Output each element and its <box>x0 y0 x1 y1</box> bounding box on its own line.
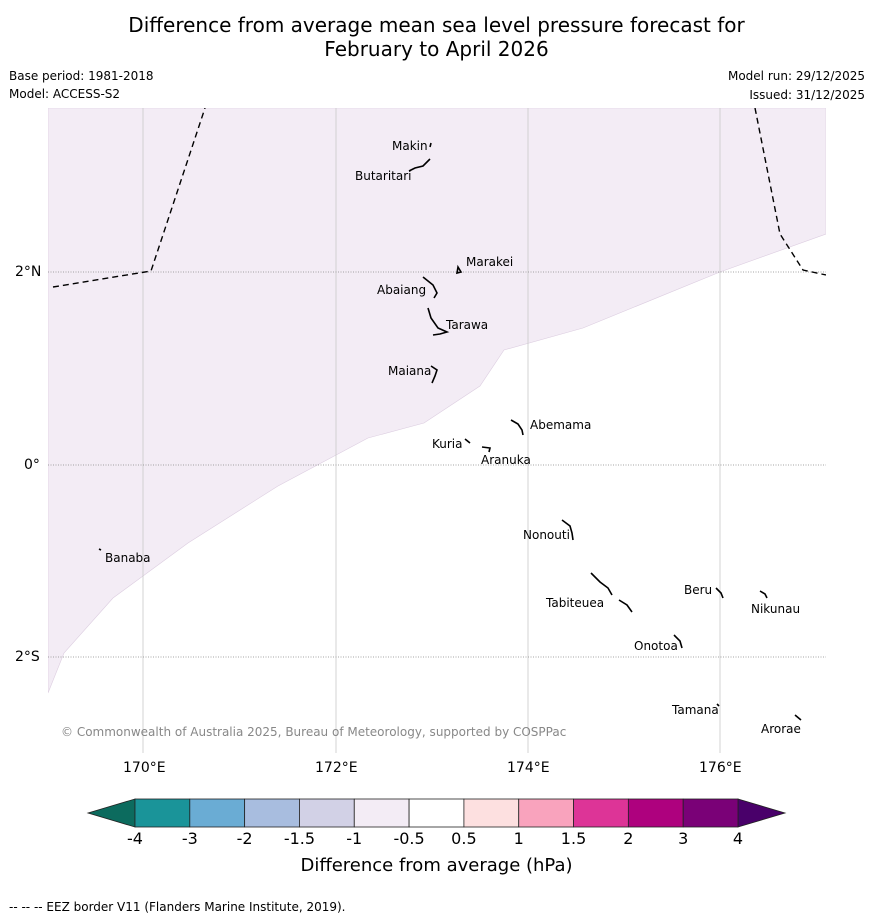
colorbar-tick-label: 0.5 <box>451 829 477 848</box>
colorbar-segment <box>408 798 465 828</box>
island-label-tarawa: Tarawa <box>445 318 488 332</box>
anomaly-shaded-region <box>48 108 826 694</box>
island-label-tamana: Tamana <box>671 703 719 717</box>
colorbar-extend-low <box>86 798 136 828</box>
colorbar-tick-label: -1 <box>346 829 363 848</box>
island-tamana <box>716 703 720 707</box>
island-abemama <box>510 419 524 436</box>
island-abaiang <box>422 276 438 299</box>
parallels <box>48 271 826 658</box>
island-label-abemama: Abemama <box>530 418 591 432</box>
colorbar-segment <box>244 798 300 828</box>
island-nikunau <box>759 590 768 599</box>
island-maiana <box>430 365 438 384</box>
island-beru <box>715 587 724 599</box>
island-marakei <box>456 264 463 275</box>
eez-footnote: -- -- -- EEZ border V11 (Flanders Marine… <box>9 900 346 914</box>
colorbar-tick-label: -3 <box>181 829 198 848</box>
island-label-marakei: Marakei <box>466 255 513 269</box>
colorbar-segment <box>463 798 520 828</box>
colorbar-tick-label: -0.5 <box>393 829 425 848</box>
island-makin <box>429 142 432 148</box>
chart-title-line1: Difference from average mean sea level p… <box>128 13 745 37</box>
island-aranuka <box>481 446 491 453</box>
island-tarawa <box>427 307 450 336</box>
colorbar-segment <box>627 798 684 828</box>
colorbar-extend-high <box>737 798 787 828</box>
island-label-butaritari: Butaritari <box>355 169 412 183</box>
colorbar-title: Difference from average (hPa) <box>300 855 573 876</box>
lon-label-174e: 174°E <box>507 760 550 776</box>
island-labels: Makin Butaritari Marakei Abaiang Tarawa Maian… <box>105 139 801 736</box>
issued-date: Issued: 31/12/2025 <box>749 88 865 102</box>
lon-label-176e: 176°E <box>699 760 742 776</box>
colorbar-segment <box>299 798 355 828</box>
island-label-makin: Makin <box>392 139 428 153</box>
chart-title-line2: February to April 2026 <box>324 37 549 61</box>
island-banaba <box>98 548 102 551</box>
island-label-tabiteuea: Tabiteuea <box>545 596 604 610</box>
model-run: Model run: 29/12/2025 <box>727 69 865 83</box>
island-onotoa <box>673 634 683 649</box>
colorbar-tick-label: 2 <box>623 829 634 848</box>
colorbar-tick-label: 3 <box>678 829 689 848</box>
island-outlines <box>98 142 802 721</box>
island-label-nonouti: Nonouti <box>523 528 570 542</box>
island-label-kuria: Kuria <box>432 437 463 451</box>
base-period: Base period: 1981-2018 <box>9 69 154 83</box>
island-label-onotoa: Onotoa <box>634 639 678 653</box>
colorbar-segment <box>189 798 246 828</box>
island-label-banaba: Banaba <box>105 551 151 565</box>
island-label-nikunau: Nikunau <box>751 602 800 616</box>
eez-border <box>52 108 826 288</box>
colorbar-tick-label: -1.5 <box>283 829 316 848</box>
meridians <box>142 108 721 753</box>
island-label-abaiang: Abaiang <box>377 283 426 297</box>
lon-label-170e: 170°E <box>123 760 166 776</box>
island-kuria <box>464 438 471 444</box>
island-label-beru: Beru <box>684 583 712 597</box>
colorbar-segment <box>682 798 739 828</box>
island-label-maiana: Maiana <box>388 364 431 378</box>
lon-label-172e: 172°E <box>315 760 358 776</box>
copyright-text: © Commonwealth of Australia 2025, Bureau… <box>61 725 566 739</box>
lat-label-2n: 2°N <box>15 264 42 280</box>
colorbar-tick-label: -4 <box>127 829 143 848</box>
colorbar-segment <box>518 798 574 828</box>
pressure-map: Makin Butaritari Marakei Abaiang Tarawa Maian… <box>48 108 826 753</box>
lat-label-2s: 2°S <box>15 649 40 665</box>
colorbar-segment <box>573 798 629 828</box>
island-arorae <box>794 714 802 721</box>
island-butaritari <box>408 158 431 172</box>
colorbar-segment <box>134 798 191 828</box>
colorbar-tick-label: 4 <box>732 829 744 848</box>
colorbar <box>86 798 787 828</box>
island-label-arorae: Arorae <box>761 722 801 736</box>
model-name: Model: ACCESS-S2 <box>9 87 121 101</box>
lat-label-0: 0° <box>24 457 40 473</box>
colorbar-tick-label: 1.5 <box>560 829 587 848</box>
island-label-aranuka: Aranuka <box>481 453 531 467</box>
island-nonouti <box>561 519 574 541</box>
colorbar-tick-label: -2 <box>236 829 253 848</box>
colorbar-segment <box>353 798 410 828</box>
colorbar-tick-label: 1 <box>513 829 524 848</box>
island-tabiteuea <box>590 572 633 613</box>
